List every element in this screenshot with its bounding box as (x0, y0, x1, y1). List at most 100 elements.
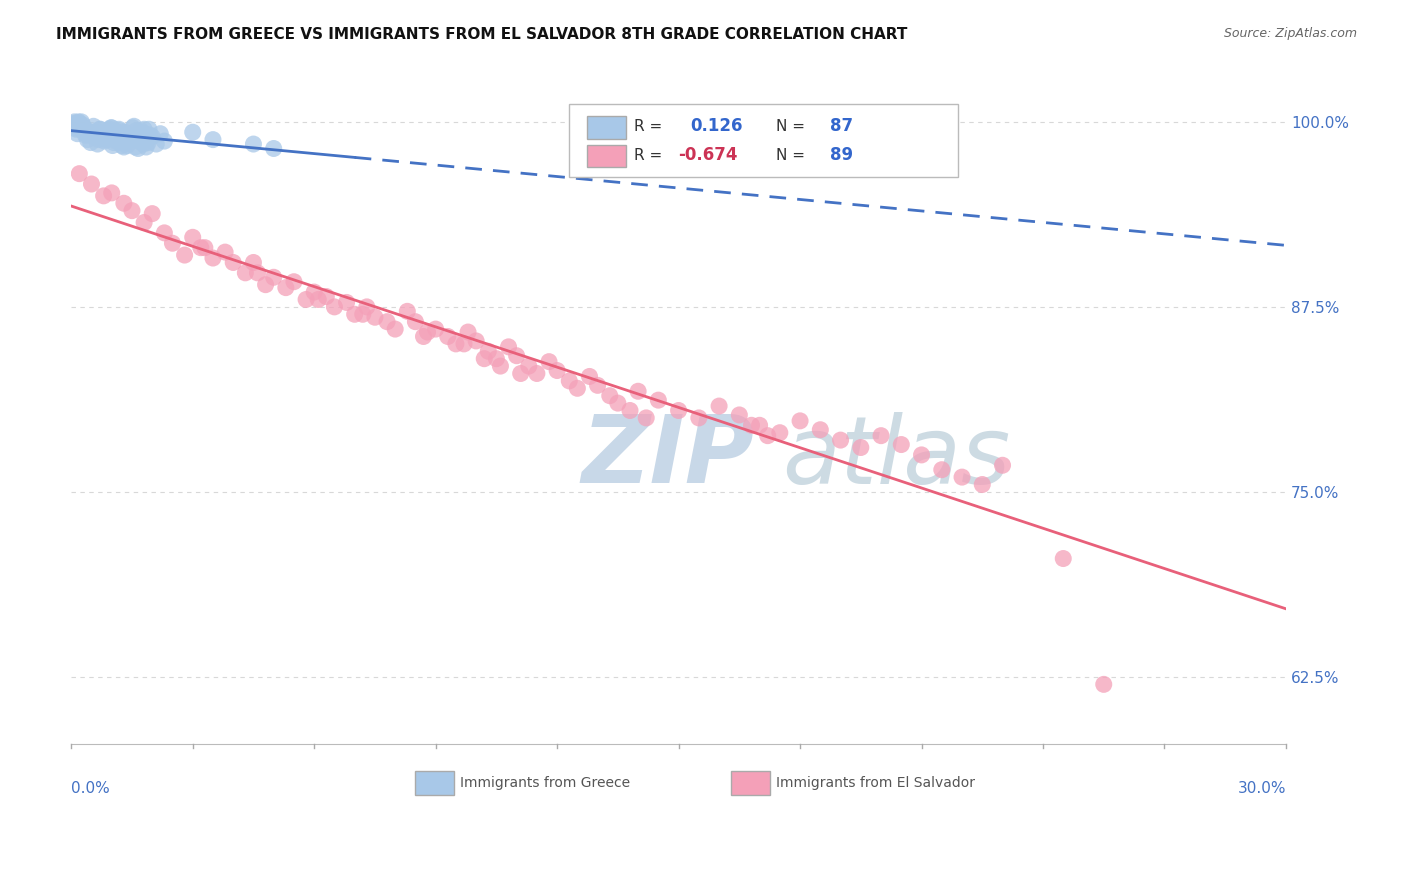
Point (498, 340, 520, 354)
Point (246, 266, 269, 280)
Point (740, 418, 762, 433)
FancyBboxPatch shape (569, 104, 957, 178)
Point (62, 116, 84, 130)
Point (118, 131, 141, 145)
Text: IMMIGRANTS FROM GREECE VS IMMIGRANTS FROM EL SALVADOR 8TH GRADE CORRELATION CHAR: IMMIGRANTS FROM GREECE VS IMMIGRANTS FRO… (56, 27, 908, 42)
Text: Immigrants from El Salvador: Immigrants from El Salvador (776, 776, 974, 789)
Point (122, 120, 145, 134)
Point (950, 470, 973, 484)
Point (1092, 677, 1115, 691)
Point (364, 310, 387, 325)
Point (444, 337, 467, 351)
Point (578, 369, 600, 384)
Point (335, 295, 357, 310)
Point (67, 167, 90, 181)
Point (599, 389, 621, 403)
Point (910, 448, 932, 462)
Point (139, 128, 162, 143)
Point (352, 307, 374, 321)
Point (972, 477, 994, 491)
FancyBboxPatch shape (415, 771, 454, 795)
Point (485, 351, 508, 366)
Point (121, 203, 143, 218)
Point (79, 127, 101, 141)
Point (105, 133, 128, 147)
Text: N =: N = (776, 119, 804, 134)
Point (472, 351, 495, 366)
Point (89, 122, 111, 136)
Point (80, 125, 103, 139)
Point (66, 127, 89, 141)
Point (110, 129, 132, 144)
Point (870, 428, 893, 442)
FancyBboxPatch shape (588, 116, 626, 139)
Point (112, 136, 135, 150)
Point (87, 133, 110, 147)
Point (162, 236, 184, 251)
Point (263, 270, 285, 285)
Point (489, 359, 512, 373)
Point (728, 408, 751, 422)
Point (129, 129, 152, 144)
Point (93, 134, 115, 148)
Point (283, 275, 305, 289)
Point (114, 125, 136, 139)
Point (112, 196, 135, 211)
Point (63, 115, 86, 129)
Point (75, 128, 97, 143)
Point (295, 293, 318, 307)
Point (274, 280, 297, 294)
Point (707, 399, 730, 413)
Point (83, 125, 105, 139)
Point (375, 315, 398, 329)
Point (94, 133, 117, 147)
Point (505, 349, 527, 363)
Point (91, 127, 114, 141)
Text: 30.0%: 30.0% (1237, 780, 1286, 796)
Text: -0.674: -0.674 (679, 146, 738, 164)
Point (100, 186, 122, 200)
Point (1052, 551, 1074, 566)
Point (356, 300, 378, 314)
Point (668, 403, 690, 417)
Point (72, 124, 94, 138)
Point (849, 441, 872, 455)
Point (97, 131, 120, 145)
Point (136, 133, 159, 147)
Point (111, 138, 134, 153)
Point (121, 120, 143, 135)
Point (307, 293, 329, 307)
Point (112, 140, 135, 154)
Point (76, 124, 98, 138)
Point (70, 115, 93, 129)
Point (416, 325, 439, 339)
Point (769, 425, 792, 440)
Text: 0.0%: 0.0% (72, 780, 110, 796)
Point (748, 418, 770, 433)
Point (134, 215, 156, 229)
Point (125, 124, 148, 138)
Point (84, 129, 107, 144)
Point (104, 128, 127, 143)
Text: Immigrants from Greece: Immigrants from Greece (460, 776, 630, 789)
Point (125, 129, 148, 144)
Point (100, 120, 122, 135)
Point (145, 136, 167, 151)
Point (141, 129, 163, 144)
Point (118, 128, 141, 143)
Point (72, 118, 94, 132)
Point (149, 127, 172, 141)
Point (526, 367, 548, 381)
Point (135, 140, 157, 154)
Point (890, 437, 912, 451)
Point (619, 403, 641, 417)
Point (201, 133, 224, 147)
Point (120, 131, 142, 145)
Point (136, 136, 159, 150)
Point (86, 129, 108, 144)
Point (263, 141, 285, 155)
Point (134, 122, 156, 136)
Point (991, 458, 1014, 473)
Point (62, 118, 84, 132)
Point (830, 433, 852, 447)
